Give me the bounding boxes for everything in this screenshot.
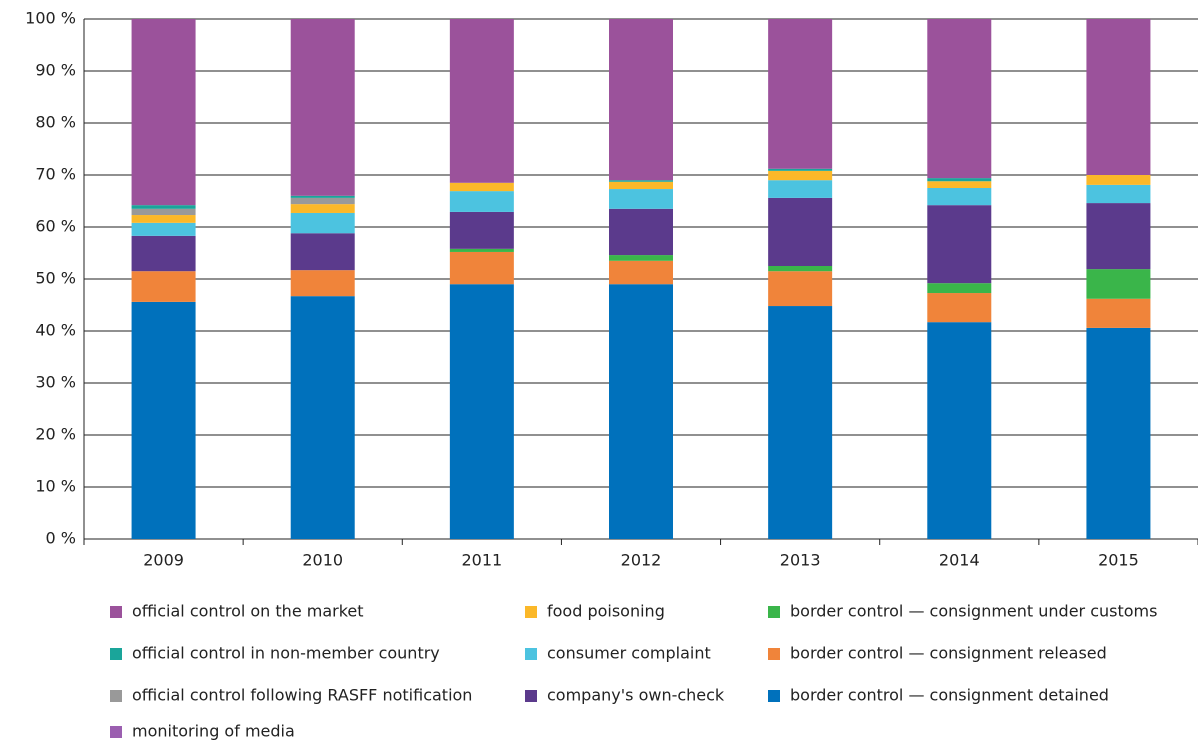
bar-segment xyxy=(609,260,673,285)
legend-swatch xyxy=(525,648,537,660)
legend-swatch xyxy=(110,690,122,702)
x-tick-label: 2014 xyxy=(939,551,980,570)
bar-segment xyxy=(927,181,992,188)
legend-swatch xyxy=(768,606,780,618)
x-tick-label: 2009 xyxy=(143,551,184,570)
bar-segment xyxy=(449,251,514,285)
bar-segment xyxy=(1086,327,1151,539)
bar-segment xyxy=(609,181,673,190)
bar-segment xyxy=(1086,269,1151,299)
x-tick-label: 2013 xyxy=(780,551,821,570)
y-tick-label: 30 % xyxy=(35,373,76,392)
bar-segment xyxy=(131,208,196,216)
bar-segment xyxy=(290,270,355,297)
bar-segment xyxy=(131,205,196,209)
x-tick-label: 2011 xyxy=(461,551,502,570)
legend-label: border control — consignment detained xyxy=(790,686,1109,705)
y-tick-label: 90 % xyxy=(35,61,76,80)
legend-label: border control — consignment released xyxy=(790,644,1107,663)
bar-segment xyxy=(927,188,992,206)
bar-segment xyxy=(927,283,992,294)
bar-segment xyxy=(609,284,673,539)
legend-label: official control in non-member country xyxy=(132,644,440,663)
bar-segment xyxy=(609,255,673,261)
bar-segment xyxy=(449,182,514,192)
legend-label: official control on the market xyxy=(132,602,364,621)
bar-segment xyxy=(449,211,514,249)
legend-swatch xyxy=(525,606,537,618)
bar-segment xyxy=(290,296,355,539)
bar-segment xyxy=(768,306,833,539)
bar-segment xyxy=(768,197,833,266)
legend-swatch xyxy=(768,690,780,702)
bar-segment xyxy=(131,301,196,539)
bar-segment xyxy=(449,19,514,183)
bar-segment xyxy=(1086,203,1151,270)
bar-segment xyxy=(1086,19,1151,175)
bar-segment xyxy=(609,189,673,209)
bar-segment xyxy=(290,204,355,213)
y-tick-label: 50 % xyxy=(35,269,76,288)
bar-segment xyxy=(927,19,992,179)
y-tick-label: 40 % xyxy=(35,321,76,340)
legend-label: food poisoning xyxy=(547,602,665,621)
legend-label: official control following RASFF notific… xyxy=(132,686,472,705)
legend-label: border control — consignment under custo… xyxy=(790,602,1157,621)
legend-label: consumer complaint xyxy=(547,644,711,663)
legend-swatch xyxy=(110,726,122,738)
legend-swatch xyxy=(525,690,537,702)
y-tick-label: 20 % xyxy=(35,425,76,444)
bar-segment xyxy=(449,191,514,212)
bar-segment xyxy=(449,284,514,539)
legend-label: company's own-check xyxy=(547,686,725,705)
bar-segment xyxy=(768,170,833,181)
bar-segment xyxy=(768,19,833,169)
y-tick-label: 60 % xyxy=(35,217,76,236)
legend-label: monitoring of media xyxy=(132,722,295,741)
bar-segment xyxy=(768,266,833,272)
bar-segment xyxy=(290,212,355,234)
bar-segment xyxy=(290,197,355,205)
bar-segment xyxy=(609,208,673,256)
bar-segment xyxy=(131,271,196,302)
bar-segment xyxy=(1086,184,1151,204)
legend-swatch xyxy=(768,648,780,660)
bar-segment xyxy=(768,168,833,171)
bar-segment xyxy=(609,180,673,182)
bar-segment xyxy=(290,19,355,196)
x-tick-label: 2012 xyxy=(621,551,662,570)
bar-segment xyxy=(131,19,196,206)
bar-segment xyxy=(131,222,196,236)
y-tick-label: 70 % xyxy=(35,165,76,184)
legend-swatch xyxy=(110,606,122,618)
bar-segment xyxy=(768,180,833,198)
bar-segment xyxy=(290,195,355,198)
x-tick-label: 2015 xyxy=(1098,551,1139,570)
x-tick-label: 2010 xyxy=(302,551,343,570)
y-tick-label: 80 % xyxy=(35,113,76,132)
bar-segment xyxy=(1086,298,1151,328)
y-tick-label: 0 % xyxy=(46,529,76,548)
bar-segment xyxy=(927,322,992,539)
y-tick-label: 100 % xyxy=(25,9,76,28)
bar-segment xyxy=(927,178,992,182)
bar-segment xyxy=(1086,175,1151,185)
bar-segment xyxy=(131,235,196,272)
bar-segment xyxy=(927,293,992,323)
bar-segment xyxy=(768,271,833,307)
bar-segment xyxy=(609,19,673,181)
legend-swatch xyxy=(110,648,122,660)
y-tick-label: 10 % xyxy=(35,477,76,496)
bar-segment xyxy=(449,248,514,252)
bar-segment xyxy=(927,205,992,284)
bar-segment xyxy=(290,233,355,271)
bar-segment xyxy=(131,215,196,223)
